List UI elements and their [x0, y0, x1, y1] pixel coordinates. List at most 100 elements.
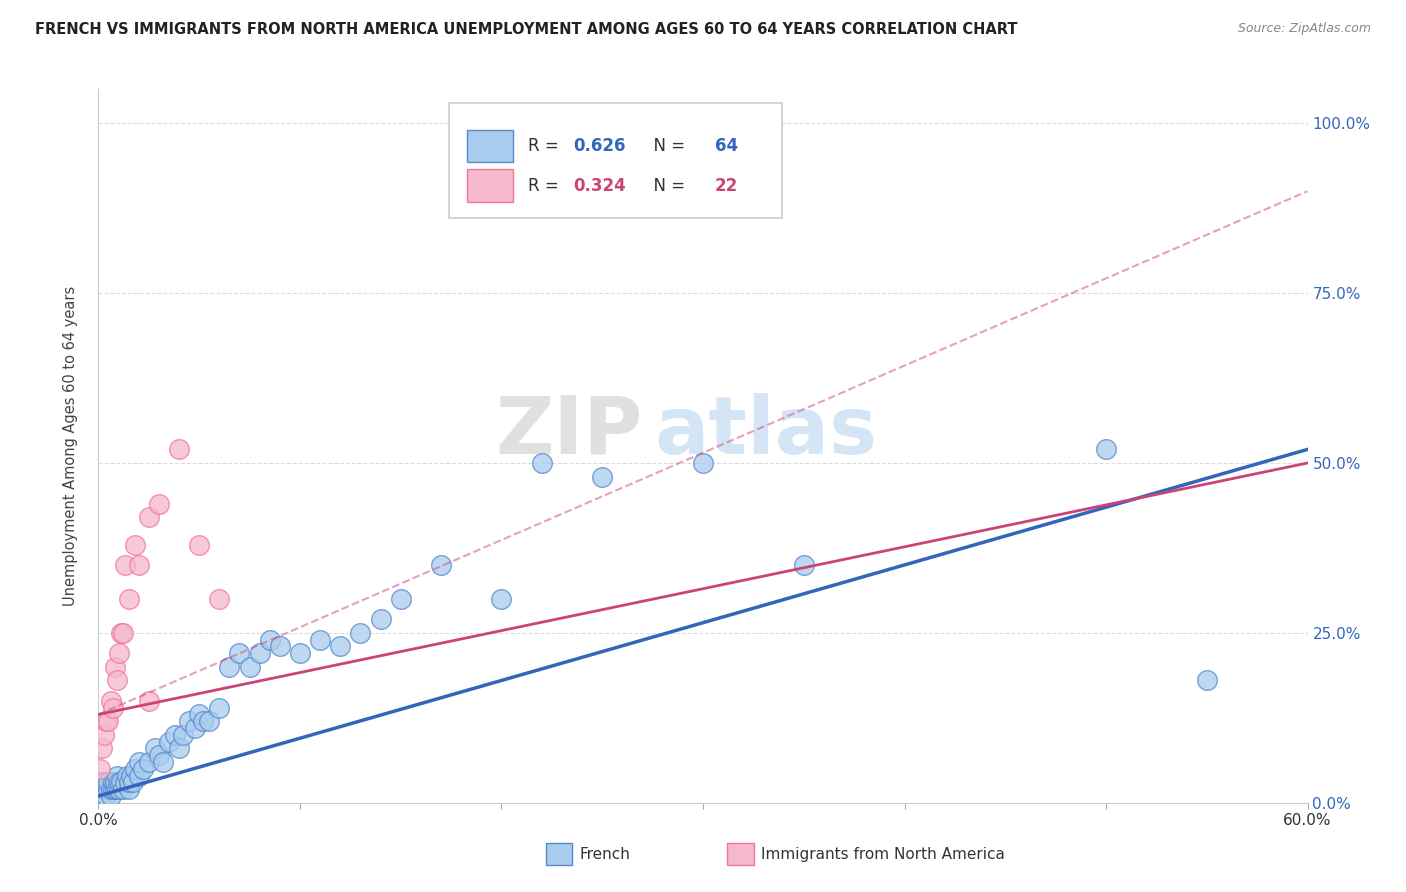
- Text: ZIP: ZIP: [495, 392, 643, 471]
- Point: [100, 789, 122, 803]
- Point: [793, 558, 815, 572]
- Point: [107, 775, 129, 789]
- Point: [114, 558, 136, 572]
- Point: [491, 591, 513, 606]
- Bar: [546, 844, 572, 865]
- Point: [101, 700, 124, 714]
- Point: [349, 626, 371, 640]
- Point: [188, 707, 211, 722]
- Point: [389, 591, 412, 606]
- Point: [124, 762, 146, 776]
- Point: [228, 646, 250, 660]
- Point: [172, 728, 194, 742]
- Point: [103, 775, 125, 789]
- Text: French: French: [579, 847, 630, 862]
- Point: [148, 497, 170, 511]
- Point: [105, 673, 128, 688]
- Point: [148, 748, 170, 763]
- Point: [110, 626, 132, 640]
- Bar: [727, 844, 754, 865]
- Point: [1095, 442, 1118, 457]
- Point: [103, 782, 125, 797]
- Point: [121, 775, 143, 789]
- Text: FRENCH VS IMMIGRANTS FROM NORTH AMERICA UNEMPLOYMENT AMONG AGES 60 TO 64 YEARS C: FRENCH VS IMMIGRANTS FROM NORTH AMERICA …: [35, 22, 1018, 37]
- Point: [329, 640, 352, 654]
- Point: [100, 782, 122, 797]
- Point: [101, 775, 124, 789]
- Point: [1195, 673, 1218, 688]
- Point: [111, 782, 134, 797]
- Point: [111, 626, 134, 640]
- Point: [188, 537, 211, 551]
- Point: [208, 700, 231, 714]
- Point: [110, 775, 132, 789]
- Point: [179, 714, 201, 729]
- Point: [167, 741, 190, 756]
- Point: [309, 632, 332, 647]
- Point: [132, 762, 155, 776]
- Point: [97, 782, 120, 797]
- Point: [96, 714, 118, 729]
- Y-axis label: Unemployment Among Ages 60 to 64 years: Unemployment Among Ages 60 to 64 years: [63, 285, 77, 607]
- Point: [530, 456, 553, 470]
- Point: [184, 721, 207, 735]
- Point: [91, 789, 114, 803]
- Point: [193, 714, 215, 729]
- Point: [138, 755, 160, 769]
- Point: [103, 660, 125, 674]
- Point: [93, 782, 115, 797]
- Point: [157, 734, 180, 748]
- Point: [208, 591, 231, 606]
- Point: [163, 728, 186, 742]
- Point: [114, 775, 136, 789]
- Point: [430, 558, 453, 572]
- Point: [118, 591, 141, 606]
- Point: [138, 510, 160, 524]
- Point: [105, 769, 128, 783]
- Point: [118, 782, 141, 797]
- Point: [124, 537, 146, 551]
- Point: [97, 775, 120, 789]
- Text: R =: R =: [527, 177, 564, 194]
- Text: Immigrants from North America: Immigrants from North America: [761, 847, 1005, 862]
- Point: [143, 741, 166, 756]
- Point: [100, 694, 122, 708]
- Point: [249, 646, 271, 660]
- Point: [96, 789, 118, 803]
- Point: [128, 558, 150, 572]
- Point: [120, 769, 142, 783]
- Point: [89, 782, 111, 797]
- Text: atlas: atlas: [655, 392, 877, 471]
- Point: [259, 632, 281, 647]
- Point: [167, 442, 190, 457]
- Text: N =: N =: [643, 177, 690, 194]
- Text: N =: N =: [643, 137, 690, 155]
- Point: [218, 660, 240, 674]
- Point: [118, 775, 141, 789]
- Point: [101, 782, 124, 797]
- Bar: [467, 169, 513, 202]
- Text: 64: 64: [716, 137, 738, 155]
- Point: [107, 782, 129, 797]
- Text: 0.324: 0.324: [574, 177, 626, 194]
- Text: 22: 22: [716, 177, 738, 194]
- Point: [138, 694, 160, 708]
- Point: [692, 456, 714, 470]
- Point: [115, 769, 138, 783]
- Point: [288, 646, 311, 660]
- Point: [198, 714, 221, 729]
- Point: [128, 769, 150, 783]
- Point: [93, 775, 115, 789]
- Point: [152, 755, 174, 769]
- Bar: [467, 130, 513, 162]
- Point: [93, 728, 115, 742]
- Point: [105, 782, 128, 797]
- Point: [91, 741, 114, 756]
- Point: [97, 714, 120, 729]
- Point: [591, 469, 613, 483]
- Point: [89, 775, 111, 789]
- Point: [107, 646, 129, 660]
- Point: [370, 612, 392, 626]
- Point: [89, 762, 111, 776]
- Point: [269, 640, 291, 654]
